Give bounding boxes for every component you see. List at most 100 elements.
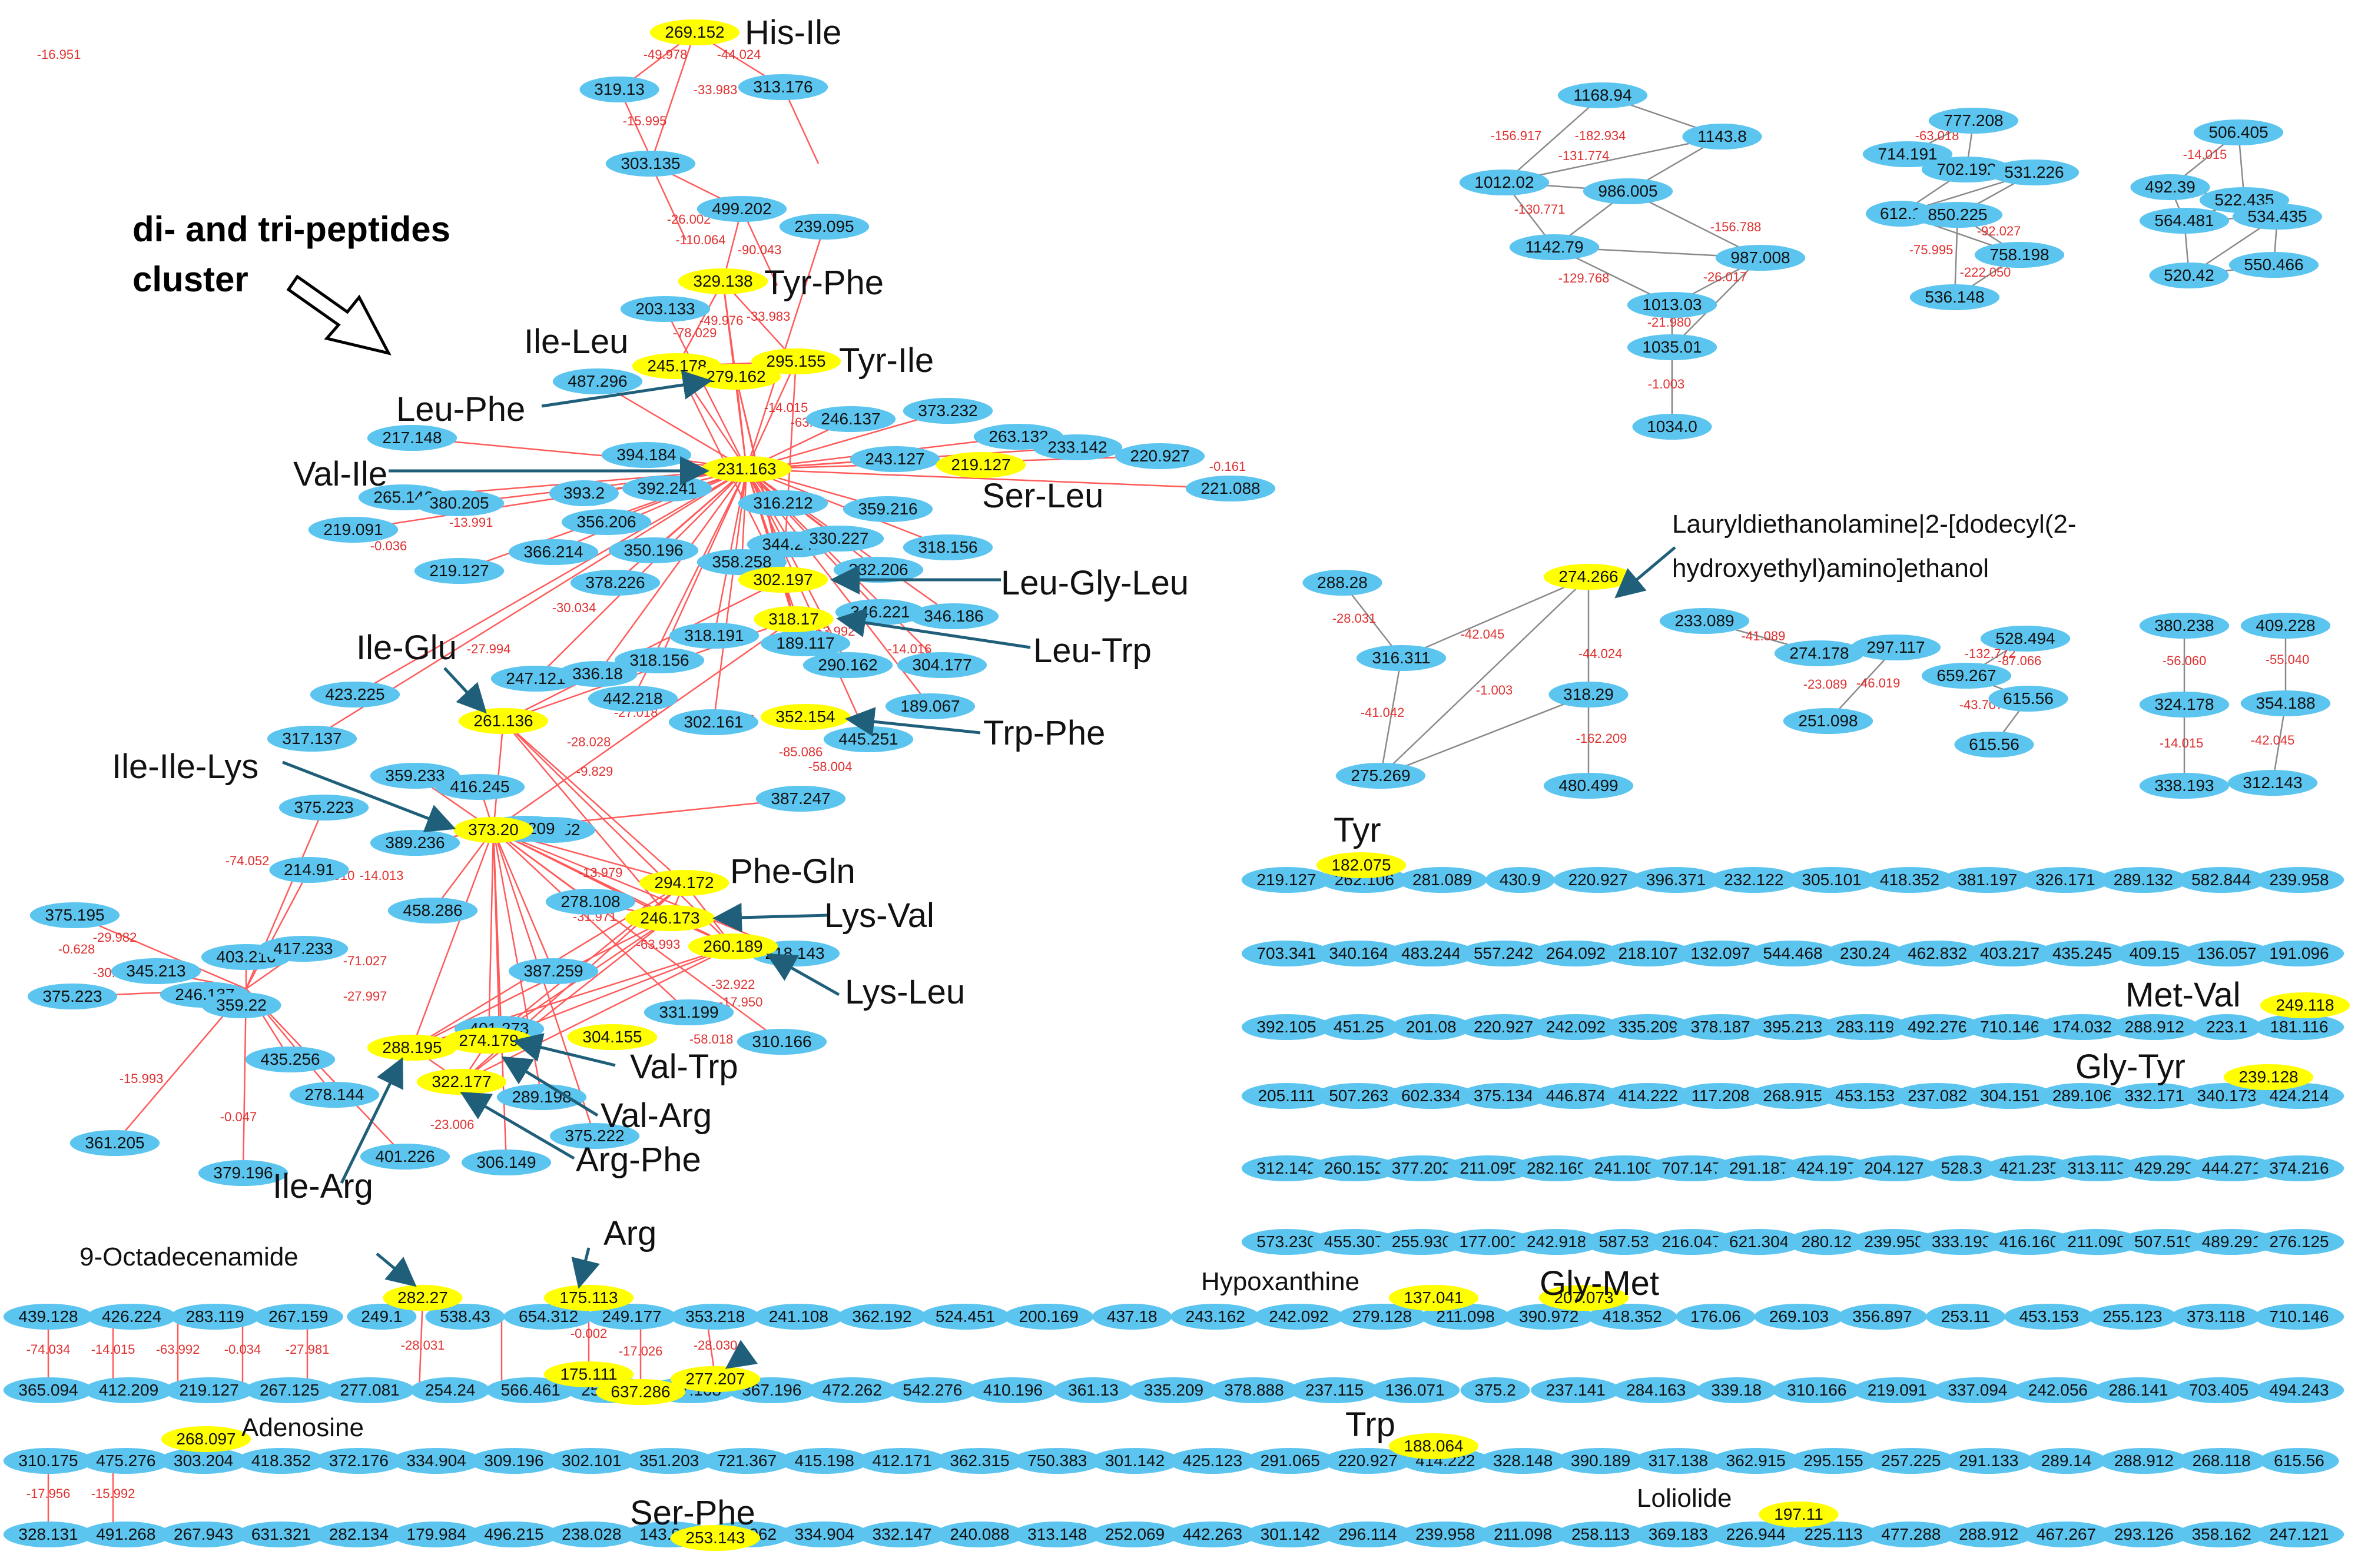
annotated-compound-node[interactable]: 182.075 xyxy=(1316,852,1407,878)
singleton-node[interactable]: 340.173 xyxy=(2181,1083,2272,1109)
singleton-node[interactable]: 267.125 xyxy=(244,1377,334,1403)
singleton-node[interactable]: 328.131 xyxy=(3,1522,94,1547)
singleton-node[interactable]: 286.141 xyxy=(2093,1377,2184,1403)
annotated-compound-node[interactable]: 231.163 xyxy=(701,456,792,482)
singleton-node[interactable]: 281.089 xyxy=(1397,867,1487,893)
peptide-cluster-node[interactable]: 358.258 xyxy=(697,549,787,575)
annotated-compound-node[interactable]: 294.172 xyxy=(639,870,729,896)
annotated-compound-node[interactable]: 288.195 xyxy=(367,1035,457,1061)
singleton-node[interactable]: 317.138 xyxy=(1633,1448,1723,1474)
singleton-node[interactable]: 332.147 xyxy=(857,1522,947,1547)
singleton-node[interactable]: 239.958 xyxy=(1400,1522,1491,1547)
singleton-node[interactable]: 491.268 xyxy=(81,1522,171,1547)
singleton-node[interactable]: 373.118 xyxy=(2171,1304,2261,1330)
singleton-node[interactable]: 219.127 xyxy=(164,1377,254,1403)
singleton-node[interactable]: 220.927 xyxy=(1322,1448,1413,1474)
peptide-cluster-node[interactable]: 214.91 xyxy=(269,857,349,883)
singleton-node[interactable]: 412.209 xyxy=(84,1377,174,1403)
peptide-cluster-node[interactable]: 435.256 xyxy=(245,1047,336,1072)
singleton-node[interactable]: 395.213 xyxy=(1747,1014,1838,1040)
peptide-cluster-node[interactable]: 189.117 xyxy=(760,630,851,656)
singleton-node[interactable]: 615.56 xyxy=(2259,1448,2339,1474)
singleton-node[interactable]: 703.405 xyxy=(2174,1377,2264,1403)
peptide-cluster-node[interactable]: 330.227 xyxy=(794,526,884,552)
singleton-node[interactable]: 375.2 xyxy=(1460,1377,1530,1403)
singleton-node[interactable]: 542.276 xyxy=(887,1377,978,1403)
singleton-node[interactable]: 252.069 xyxy=(1090,1522,1180,1547)
singleton-node[interactable]: 544.468 xyxy=(1747,941,1838,966)
annotated-compound-node[interactable]: 207.073 xyxy=(1538,1285,1629,1311)
molecular-network-node[interactable]: 1034.0 xyxy=(1632,414,1712,440)
singleton-node[interactable]: 494.243 xyxy=(2254,1377,2344,1403)
singleton-node[interactable]: 453.153 xyxy=(2004,1304,2094,1330)
annotated-compound-node[interactable]: 637.286 xyxy=(595,1379,686,1405)
singleton-node[interactable]: 707.147 xyxy=(1646,1155,1737,1181)
singleton-node[interactable]: 284.163 xyxy=(1611,1377,1701,1403)
singleton-node[interactable]: 249.1 xyxy=(347,1304,417,1330)
singleton-node[interactable]: 339.18 xyxy=(1696,1377,1776,1403)
singleton-node[interactable]: 255.123 xyxy=(2087,1304,2178,1330)
peptide-cluster-node[interactable]: 217.148 xyxy=(367,425,457,451)
annotated-compound-node[interactable]: 253.143 xyxy=(670,1525,761,1551)
singleton-node[interactable]: 176.06 xyxy=(1676,1304,1756,1330)
singleton-node[interactable]: 295.155 xyxy=(1788,1448,1879,1474)
annotated-compound-node[interactable]: 322.177 xyxy=(416,1069,507,1095)
singleton-node[interactable]: 361.13 xyxy=(1053,1377,1133,1403)
molecular-network-node[interactable]: 316.311 xyxy=(1356,645,1447,671)
singleton-node[interactable]: 264.092 xyxy=(1531,941,1621,966)
singleton-node[interactable]: 242.918 xyxy=(1511,1229,1601,1255)
singleton-node[interactable]: 277.081 xyxy=(324,1377,415,1403)
singleton-node[interactable]: 249.177 xyxy=(586,1304,677,1330)
singleton-node[interactable]: 309.196 xyxy=(469,1448,559,1474)
singleton-node[interactable]: 710.146 xyxy=(1965,1014,2055,1040)
annotated-compound-node[interactable]: 282.27 xyxy=(383,1285,463,1311)
singleton-node[interactable]: 416.166 xyxy=(1984,1229,2074,1255)
annotated-compound-node[interactable]: 304.155 xyxy=(567,1024,658,1050)
singleton-node[interactable]: 557.242 xyxy=(1458,941,1548,966)
molecular-network-node[interactable]: 615.56 xyxy=(1988,686,2068,712)
singleton-node[interactable]: 267.943 xyxy=(158,1522,248,1547)
peptide-cluster-node[interactable]: 458.286 xyxy=(387,898,478,923)
peptide-cluster-node[interactable]: 389.236 xyxy=(370,830,460,856)
singleton-node[interactable]: 268.118 xyxy=(2176,1448,2267,1474)
singleton-node[interactable]: 293.126 xyxy=(2099,1522,2189,1547)
peptide-cluster-node[interactable]: 233.142 xyxy=(1032,434,1123,460)
molecular-network-node[interactable]: 659.267 xyxy=(1921,663,2012,689)
singleton-node[interactable]: 472.262 xyxy=(807,1377,897,1403)
molecular-network-node[interactable]: 520.42 xyxy=(2149,263,2229,288)
singleton-node[interactable]: 418.352 xyxy=(1865,867,1955,893)
peptide-cluster-node[interactable]: 346.186 xyxy=(908,603,999,629)
molecular-network-node[interactable]: 492.39 xyxy=(2130,174,2210,200)
singleton-node[interactable]: 710.146 xyxy=(2254,1304,2344,1330)
peptide-cluster-node[interactable]: 393.2 xyxy=(549,480,619,506)
singleton-node[interactable]: 313.113 xyxy=(2051,1155,2142,1181)
singleton-node[interactable]: 409.15 xyxy=(2114,941,2194,966)
peptide-cluster-node[interactable]: 290.162 xyxy=(802,652,893,678)
singleton-node[interactable]: 467.267 xyxy=(2021,1522,2111,1547)
peptide-cluster-node[interactable]: 387.259 xyxy=(508,958,599,984)
peptide-cluster-node[interactable]: 239.095 xyxy=(779,214,870,240)
annotated-compound-node[interactable]: 268.097 xyxy=(161,1426,251,1452)
singleton-node[interactable]: 333.193 xyxy=(1916,1229,2007,1255)
singleton-node[interactable]: 269.103 xyxy=(1754,1304,1844,1330)
annotated-compound-node[interactable]: 197.11 xyxy=(1759,1501,1839,1527)
singleton-node[interactable]: 462.832 xyxy=(1892,941,1982,966)
peptide-cluster-node[interactable]: 379.196 xyxy=(198,1160,288,1186)
singleton-node[interactable]: 305.101 xyxy=(1786,867,1877,893)
singleton-node[interactable]: 219.127 xyxy=(1241,867,1332,893)
peptide-cluster-node[interactable]: 442.218 xyxy=(588,686,678,712)
singleton-node[interactable]: 258.113 xyxy=(1556,1522,1646,1547)
singleton-node[interactable]: 377.202 xyxy=(1377,1155,1467,1181)
annotated-compound-node[interactable]: 260.189 xyxy=(688,934,778,959)
singleton-node[interactable]: 289.132 xyxy=(2098,867,2188,893)
singleton-node[interactable]: 177.001 xyxy=(1444,1229,1534,1255)
singleton-node[interactable]: 437.18 xyxy=(1092,1304,1172,1330)
singleton-node[interactable]: 414.222 xyxy=(1603,1083,1693,1109)
singleton-node[interactable]: 362.192 xyxy=(837,1304,927,1330)
singleton-node[interactable]: 483.244 xyxy=(1386,941,1476,966)
singleton-node[interactable]: 424.197 xyxy=(1782,1155,1872,1181)
singleton-node[interactable]: 356.897 xyxy=(1837,1304,1928,1330)
singleton-node[interactable]: 313.148 xyxy=(1012,1522,1102,1547)
singleton-node[interactable]: 475.276 xyxy=(81,1448,171,1474)
singleton-node[interactable]: 453.153 xyxy=(1820,1083,1911,1109)
